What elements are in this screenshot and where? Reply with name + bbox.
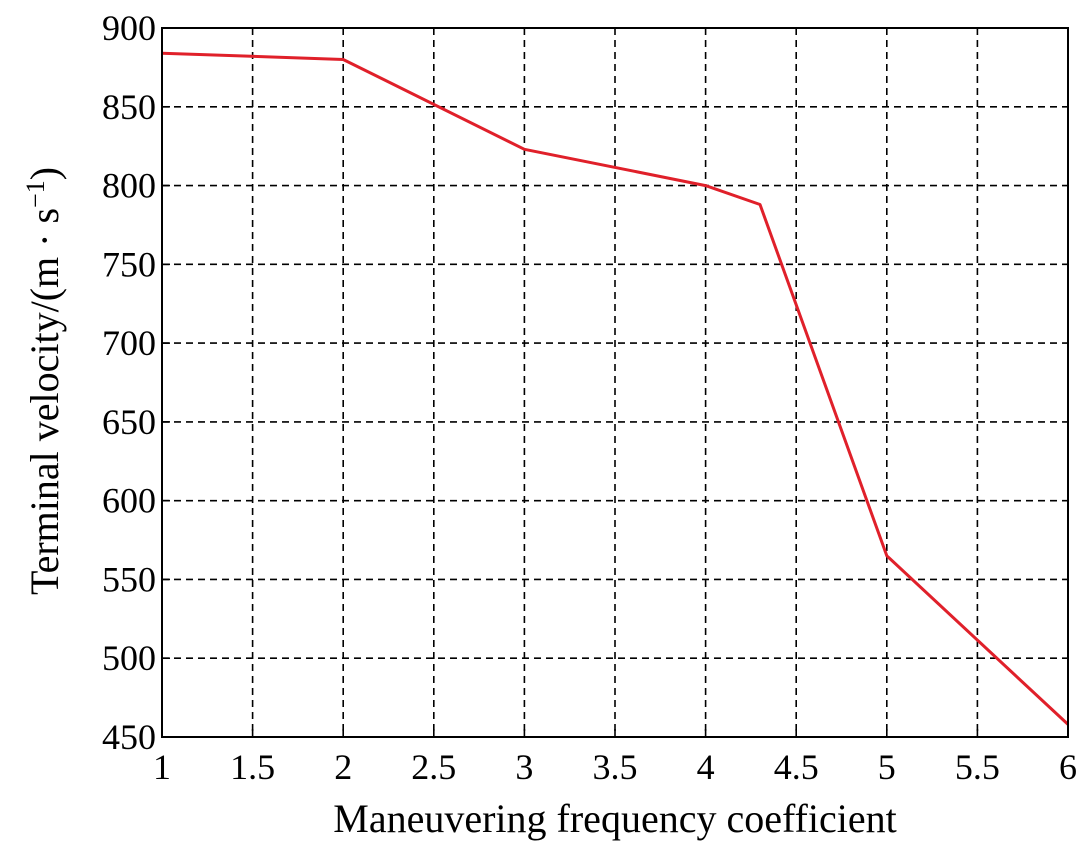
x-tick-label: 6 xyxy=(1059,747,1077,787)
x-tick-label: 3.5 xyxy=(593,747,638,787)
x-tick-label: 1 xyxy=(153,747,171,787)
y-tick-label: 900 xyxy=(102,8,156,48)
tick-marks xyxy=(161,27,1069,738)
x-tick-label: 3 xyxy=(515,747,533,787)
x-tick-labels: 1 1.5 2 2.5 3 3.5 4 4.5 5 5.5 6 xyxy=(153,747,1077,787)
x-tick-label: 4.5 xyxy=(774,747,819,787)
x-tick-label: 2.5 xyxy=(411,747,456,787)
y-tick-label: 500 xyxy=(102,638,156,678)
y-tick-label: 450 xyxy=(102,717,156,757)
x-tick-label: 4 xyxy=(697,747,715,787)
x-axis-label: Maneuvering frequency coefficient xyxy=(333,796,896,841)
x-tick-label: 1.5 xyxy=(230,747,275,787)
y-tick-label: 750 xyxy=(102,244,156,284)
y-axis-label: Terminal velocity/(m · s−1) xyxy=(21,167,67,595)
series-line xyxy=(161,51,1070,726)
y-tick-label: 600 xyxy=(102,481,156,521)
y-tick-label: 800 xyxy=(102,166,156,206)
y-tick-labels: 450 500 550 600 650 700 750 800 850 900 xyxy=(102,8,156,757)
grid xyxy=(162,28,1068,737)
y-tick-label: 650 xyxy=(102,402,156,442)
y-tick-label: 700 xyxy=(102,323,156,363)
y-tick-label: 850 xyxy=(102,87,156,127)
x-tick-label: 5 xyxy=(878,747,896,787)
x-tick-label: 2 xyxy=(334,747,352,787)
y-tick-label: 550 xyxy=(102,559,156,599)
x-tick-label: 5.5 xyxy=(955,747,1000,787)
